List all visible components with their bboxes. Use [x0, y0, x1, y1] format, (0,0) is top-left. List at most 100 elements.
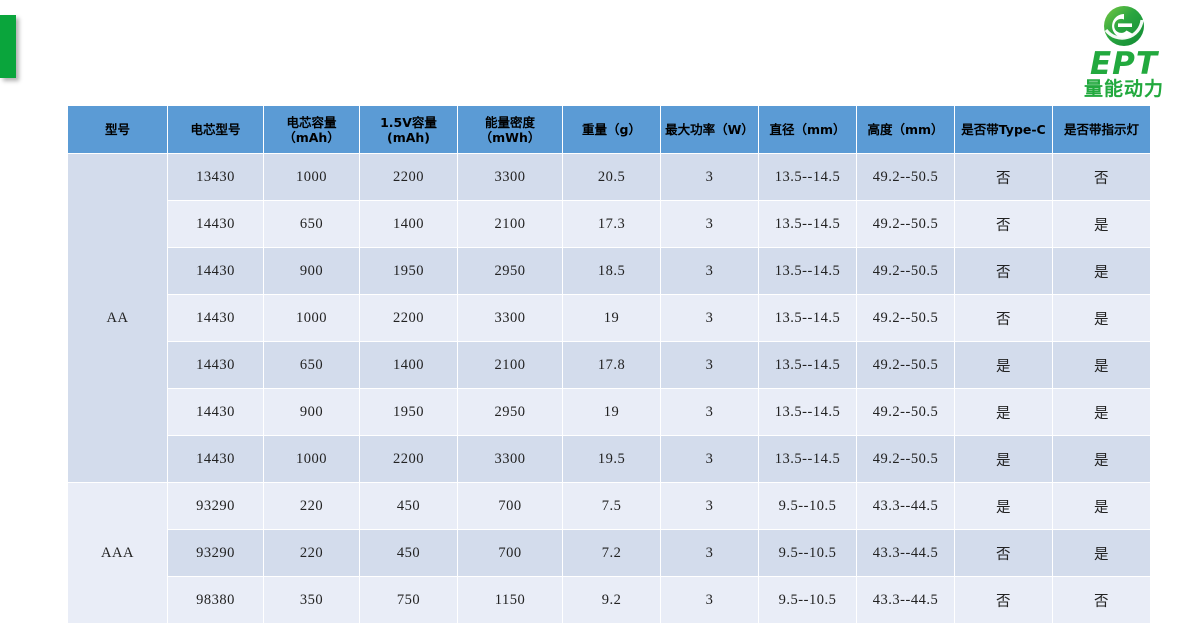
table-cell: 否: [955, 201, 1052, 247]
col-header-15v-capacity: 1.5V容量(mAh): [360, 106, 457, 153]
table-row: 14430 900 1950 2950 18.5 3 13.5--14.5 49.2--50.…: [68, 248, 1150, 294]
table-cell: 7.2: [563, 530, 660, 576]
company-logo: EPT 量能动力: [1061, 4, 1187, 100]
table-cell: 3: [661, 389, 758, 435]
group-cell-aaa: AAA: [68, 483, 167, 623]
table-cell: 2200: [360, 436, 457, 482]
table-cell: 93290: [168, 483, 263, 529]
table-cell: 是: [1053, 530, 1150, 576]
table-cell: 是: [1053, 295, 1150, 341]
table-cell: 350: [264, 577, 359, 623]
table-cell: 否: [1053, 154, 1150, 200]
logo-sub-wordmark: 量能动力: [1083, 78, 1164, 100]
table-cell: 14430: [168, 201, 263, 247]
col-header-weight: 重量（g）: [563, 106, 660, 153]
table-row: 14430 650 1400 2100 17.8 3 13.5--14.5 49.2--50.…: [68, 342, 1150, 388]
table-cell: 1150: [458, 577, 562, 623]
table-row: 98380 350 750 1150 9.2 3 9.5--10.5 43.3--44.5 否否: [68, 577, 1150, 623]
table-row: 14430 900 1950 2950 19 3 13.5--14.5 49.2--50.5 是…: [68, 389, 1150, 435]
table-cell: 900: [264, 389, 359, 435]
table-cell: 2950: [458, 248, 562, 294]
table-cell: 900: [264, 248, 359, 294]
table-cell: 3: [661, 483, 758, 529]
battery-spec-table: 型号 电芯型号 电芯容量（mAh） 1.5V容量(mAh) 能量密度（mWh） …: [67, 105, 1151, 624]
table-cell: 650: [264, 342, 359, 388]
table-cell: 3300: [458, 295, 562, 341]
table-cell: 13.5--14.5: [759, 295, 856, 341]
table-cell: 否: [955, 154, 1052, 200]
table-row: AA 13430 1000 2200 3300 20.5 3 13.5--14.5 49.2--…: [68, 154, 1150, 482]
table-cell: 是: [1053, 201, 1150, 247]
table-cell: 700: [458, 530, 562, 576]
table-cell: 220: [264, 530, 359, 576]
col-header-model: 型号: [68, 106, 167, 153]
table-cell: 是: [1053, 342, 1150, 388]
table-cell: 是: [1053, 436, 1150, 482]
table-row: 14430 650 1400 2100 17.3 3 13.5--14.5 49.2--50.…: [68, 201, 1150, 247]
table-row: 14430 1000 2200 3300 19 3 13.5--14.5 49.2--50.5…: [68, 295, 1150, 341]
table-cell: 43.3--44.5: [857, 530, 954, 576]
table-cell: 否: [955, 530, 1052, 576]
table-cell: 是: [1053, 389, 1150, 435]
table-cell: 7.5: [563, 483, 660, 529]
table-cell: 否: [955, 295, 1052, 341]
table-cell: 3: [661, 201, 758, 247]
table-cell: 3: [661, 530, 758, 576]
table-cell: 13.5--14.5: [759, 201, 856, 247]
col-header-type-c: 是否带Type-C: [955, 106, 1052, 153]
table-cell: 是: [955, 436, 1052, 482]
table-cell: 49.2--50.5: [857, 248, 954, 294]
table-header-row: 型号 电芯型号 电芯容量（mAh） 1.5V容量(mAh) 能量密度（mWh） …: [68, 106, 1150, 153]
table-row: 14430 1000 2200 3300 19.5 3 13.5--14.5 49.2--50…: [68, 436, 1150, 482]
table-cell: 17.8: [563, 342, 660, 388]
col-header-indicator: 是否带指示灯: [1053, 106, 1150, 153]
table-cell: 750: [360, 577, 457, 623]
table-cell: 1950: [360, 248, 457, 294]
table-cell: 49.2--50.5: [857, 389, 954, 435]
col-header-cell-capacity: 电芯容量（mAh）: [264, 106, 359, 153]
table-cell: 1400: [360, 201, 457, 247]
table-cell: 700: [458, 483, 562, 529]
col-header-energy-density: 能量密度（mWh）: [458, 106, 562, 153]
table-cell: 3300: [458, 154, 562, 200]
table-cell: 49.2--50.5: [857, 436, 954, 482]
table-cell: 3300: [458, 436, 562, 482]
table-cell: 13.5--14.5: [759, 154, 856, 200]
table-body: AA 13430 1000 2200 3300 20.5 3 13.5--14.5 49.2--…: [68, 154, 1150, 623]
table-cell: 否: [955, 577, 1052, 623]
table-cell: 是: [955, 389, 1052, 435]
table-cell: 19: [563, 389, 660, 435]
col-header-cell-model: 电芯型号: [168, 106, 263, 153]
table-cell: 450: [360, 483, 457, 529]
table-cell: 1950: [360, 389, 457, 435]
table-cell: 93290: [168, 530, 263, 576]
table-cell: 9.2: [563, 577, 660, 623]
table-cell: 3: [661, 154, 758, 200]
table-cell: 43.3--44.5: [857, 483, 954, 529]
table-cell: 14430: [168, 342, 263, 388]
table-cell: 否: [1053, 577, 1150, 623]
table-cell: 14430: [168, 295, 263, 341]
table-cell: 18.5: [563, 248, 660, 294]
table-cell: 3: [661, 248, 758, 294]
table-cell: 13.5--14.5: [759, 342, 856, 388]
table-cell: 98380: [168, 577, 263, 623]
table-cell: 2200: [360, 154, 457, 200]
table-cell: 14430: [168, 389, 263, 435]
table-cell: 3: [661, 577, 758, 623]
table-cell: 13430: [168, 154, 263, 200]
table-cell: 14430: [168, 248, 263, 294]
table-cell: 1000: [264, 436, 359, 482]
ept-emblem-icon: [1102, 4, 1146, 48]
table-cell: 20.5: [563, 154, 660, 200]
table-cell: 17.3: [563, 201, 660, 247]
table-cell: 2200: [360, 295, 457, 341]
table-cell: 13.5--14.5: [759, 248, 856, 294]
table-cell: 2100: [458, 201, 562, 247]
table-cell: 14430: [168, 436, 263, 482]
col-header-diameter: 直径（mm）: [759, 106, 856, 153]
table-cell: 220: [264, 483, 359, 529]
col-header-height: 高度（mm）: [857, 106, 954, 153]
table-cell: 19.5: [563, 436, 660, 482]
table-cell: 49.2--50.5: [857, 295, 954, 341]
